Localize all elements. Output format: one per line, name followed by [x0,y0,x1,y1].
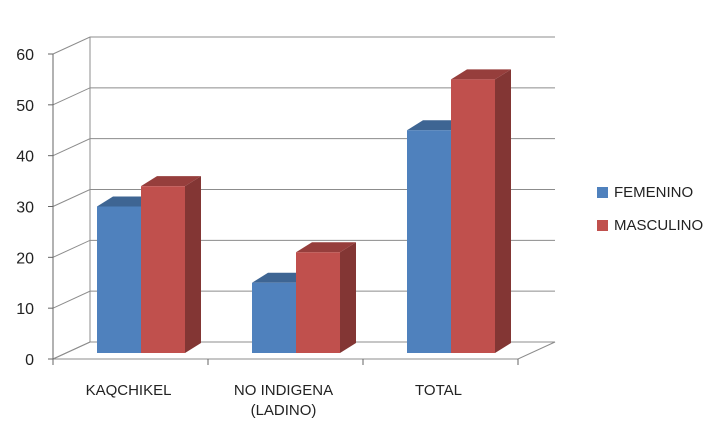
y-tick-label: 10 [16,301,34,318]
bar-side [340,242,356,353]
legend-label-femenino: FEMENINO [614,184,694,201]
y-tick-label: 60 [16,47,34,64]
y-tick-label: 20 [16,250,34,267]
y-tick-label: 50 [16,98,34,115]
bar-front [296,252,340,353]
bar-front [252,282,296,353]
bar [141,176,201,353]
legend-swatch-femenino [597,187,608,198]
legend-swatch-masculino [597,220,608,231]
bar-front [407,130,451,353]
bars [97,69,511,354]
legend: FEMENINO MASCULINO [597,183,703,249]
x-category-label: TOTAL [415,382,462,399]
y-tick-label: 40 [16,149,34,166]
bar-front [141,186,185,353]
legend-label-masculino: MASCULINO [614,217,704,234]
bar-top [451,69,511,80]
bar-front [451,79,495,354]
bar-side [495,69,511,354]
legend-item-femenino: FEMENINO [597,183,703,202]
bar-front [97,206,141,353]
gridline [52,36,555,55]
x-category-label: NO INDIGENA [234,382,333,399]
bar [451,69,511,354]
y-tick-label: 0 [25,352,34,369]
bar-top [296,242,356,253]
x-category-label: (LADINO) [251,402,317,419]
bar-side [185,176,201,353]
x-axis-categories: KAQCHIKEL NO INDIGENA (LADINO) TOTAL [86,382,462,419]
y-tick-label: 30 [16,200,34,217]
legend-item-masculino: MASCULINO [597,216,703,235]
x-category-label: KAQCHIKEL [86,382,172,399]
bar-top [141,176,201,187]
y-axis-ticks: 0 10 20 30 40 50 60 [16,47,53,369]
bar [296,242,356,353]
